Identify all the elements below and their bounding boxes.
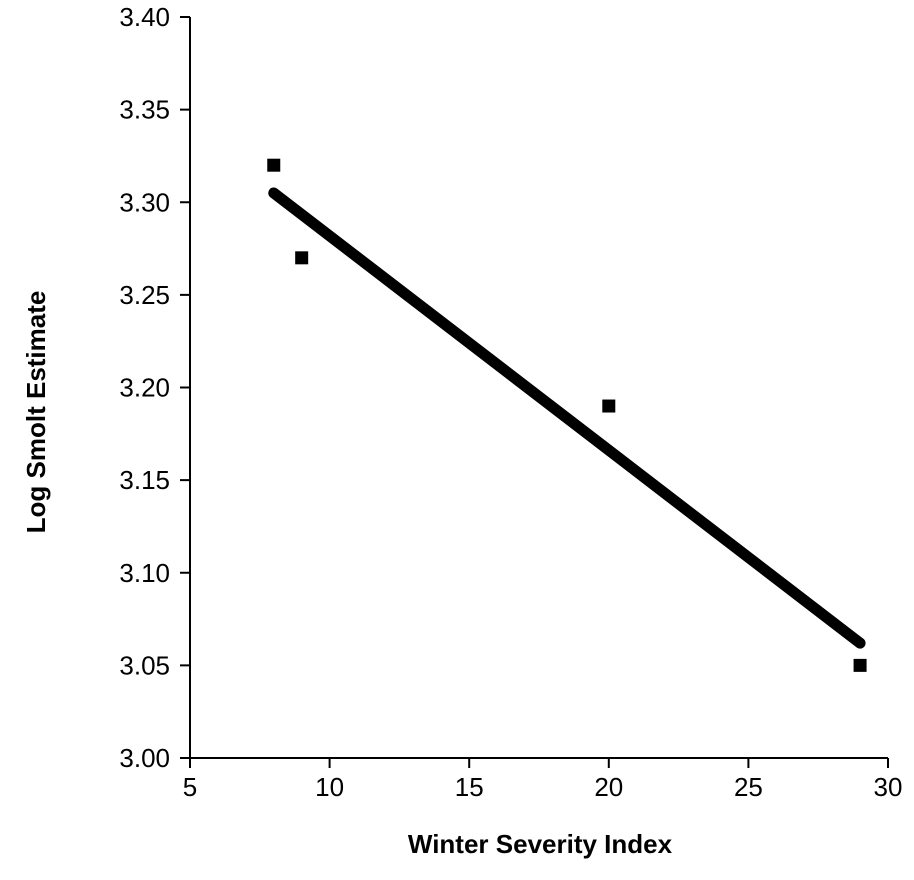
y-tick-label: 3.30 <box>119 187 170 217</box>
x-tick-label: 10 <box>315 772 344 802</box>
scatter-point <box>602 399 616 413</box>
x-tick-label: 20 <box>594 772 623 802</box>
x-tick-label: 15 <box>455 772 484 802</box>
x-tick-label: 25 <box>734 772 763 802</box>
y-tick-label: 3.35 <box>119 95 170 125</box>
trend-line <box>268 187 866 649</box>
scatter-point <box>295 251 309 265</box>
y-tick-label: 3.00 <box>119 743 170 773</box>
y-axis-title: Log Smolt Estimate <box>21 291 51 534</box>
x-axis-ticks: 5 10 15 20 25 30 <box>183 758 903 802</box>
y-tick-label: 3.05 <box>119 650 170 680</box>
y-tick-label: 3.20 <box>119 373 170 403</box>
x-axis-title: Winter Severity Index <box>408 829 673 859</box>
trend-lines <box>268 187 866 649</box>
y-axis-ticks: 3.00 3.05 3.10 3.15 3.20 3.25 3.30 3.35 3.40 <box>119 2 190 773</box>
x-tick-label: 5 <box>183 772 197 802</box>
y-tick-label: 3.15 <box>119 465 170 495</box>
scatter-point <box>267 158 281 172</box>
scatter-point <box>853 658 867 672</box>
y-tick-label: 3.25 <box>119 280 170 310</box>
y-tick-label: 3.40 <box>119 2 170 32</box>
x-tick-label: 30 <box>874 772 903 802</box>
data-points <box>267 158 867 672</box>
axes <box>189 17 888 759</box>
y-tick-label: 3.10 <box>119 558 170 588</box>
